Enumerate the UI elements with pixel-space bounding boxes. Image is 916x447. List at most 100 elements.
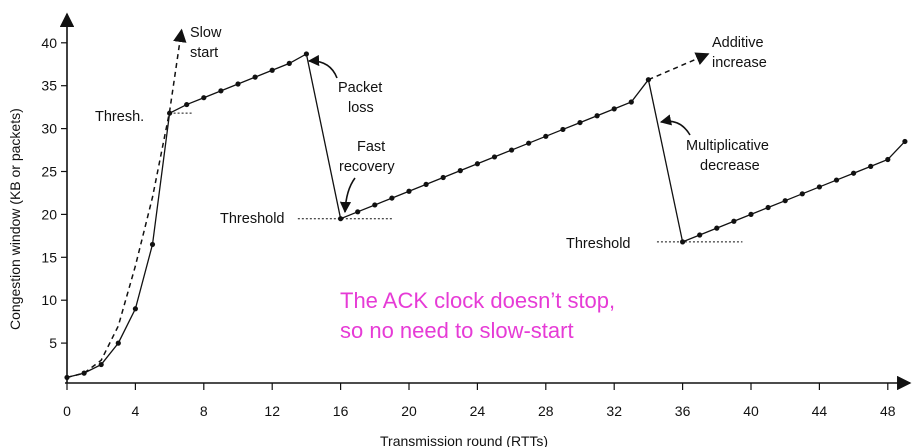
data-point [491, 154, 498, 160]
data-point [851, 170, 857, 176]
data-point [543, 133, 549, 139]
anno-threshold-1: Threshold [220, 211, 284, 227]
data-point [816, 184, 823, 190]
y-tick-label: 30 [41, 121, 57, 137]
data-point [628, 99, 634, 105]
data-point [885, 156, 891, 163]
anno-multiplicative-1: Multiplicative [686, 138, 769, 154]
y-axis-title: Congestion window (KB or packets) [7, 108, 23, 330]
fast-recovery-arrow [339, 177, 356, 214]
data-point [81, 370, 87, 376]
data-point [611, 106, 617, 112]
data-point [457, 168, 463, 174]
data-point [782, 198, 788, 204]
data-point [594, 113, 600, 119]
anno-packet-loss-1: Packet [338, 80, 382, 96]
data-point [218, 88, 224, 94]
data-point [235, 81, 241, 87]
data-point [440, 174, 446, 181]
data-point [338, 216, 344, 222]
y-tick-label: 5 [49, 335, 57, 351]
series-points [64, 51, 908, 381]
axes [59, 12, 912, 391]
series-line [66, 52, 906, 379]
packet-loss-arrow [307, 54, 338, 79]
x-tick-label: 16 [333, 403, 349, 419]
data-point [406, 188, 412, 194]
data-point [269, 67, 275, 73]
anno-packet-loss-2: loss [348, 100, 374, 116]
data-point [98, 361, 104, 368]
ack-note-line-1: The ACK clock doesn’t stop, [340, 288, 615, 313]
x-tick-label: 4 [132, 403, 140, 419]
anno-slow-start-1: Slow [190, 25, 222, 41]
y-tick-label: 40 [41, 35, 57, 51]
multiplicative-decrease-arrow [659, 114, 691, 136]
data-point [389, 195, 395, 201]
data-point [149, 241, 156, 248]
data-point [167, 110, 173, 116]
anno-threshold-2: Threshold [566, 236, 630, 252]
data-point [799, 191, 805, 197]
x-tick-label: 36 [675, 403, 691, 419]
data-point [560, 126, 566, 133]
data-point [132, 306, 138, 312]
y-tick-label: 20 [41, 206, 57, 222]
data-point [303, 51, 309, 57]
data-point [577, 119, 583, 126]
additive-increase-dashed-line [648, 52, 710, 81]
anno-multiplicative-2: decrease [700, 158, 760, 174]
data-point [526, 140, 532, 146]
data-point [474, 161, 480, 167]
data-point [765, 204, 771, 211]
y-tick-label: 25 [41, 164, 57, 180]
data-point [184, 101, 190, 108]
anno-thresh: Thresh. [95, 109, 144, 125]
data-point [355, 209, 361, 215]
y-tick-label: 35 [41, 78, 57, 94]
x-tick-label: 40 [743, 403, 759, 419]
data-point [64, 374, 70, 381]
data-point [731, 218, 737, 224]
x-tick-label: 8 [200, 403, 208, 419]
x-tick-label: 28 [538, 403, 554, 419]
x-tick-label: 24 [470, 403, 486, 419]
annotations: Slow start Thresh. Packet loss Fast reco… [95, 25, 769, 343]
data-point [509, 147, 515, 153]
x-tick-label: 0 [63, 403, 71, 419]
x-tick-label: 20 [401, 403, 417, 419]
ack-note-line-2: so no need to slow-start [340, 318, 574, 343]
x-tick-label: 32 [606, 403, 622, 419]
data-point [372, 202, 378, 208]
x-tick-label: 48 [880, 403, 896, 419]
anno-slow-start-2: start [190, 45, 218, 61]
data-point [645, 77, 652, 83]
data-point [902, 138, 908, 145]
data-point [680, 239, 686, 245]
x-tick-label: 44 [812, 403, 828, 419]
data-point [115, 340, 121, 346]
x-axis-title: Transmission round (RTTs) [380, 433, 548, 447]
annotation-arrows [307, 54, 691, 214]
y-tick-label: 10 [41, 292, 57, 308]
anno-additive-2: increase [712, 55, 767, 71]
x-tick-label: 12 [264, 403, 280, 419]
data-point [252, 74, 258, 80]
anno-fast-recovery-1: Fast [357, 139, 385, 155]
anno-fast-recovery-2: recovery [339, 159, 395, 175]
anno-additive-1: Additive [712, 35, 764, 51]
data-point [201, 95, 207, 101]
data-point [833, 177, 840, 183]
data-point [286, 60, 292, 66]
data-point [714, 225, 720, 231]
congestion-window-line [66, 52, 906, 379]
slow-start-dashed-line [66, 28, 187, 379]
data-point [748, 211, 754, 217]
data-point [868, 163, 874, 169]
data-point [423, 181, 429, 187]
data-point [697, 232, 703, 238]
y-tick-label: 15 [41, 249, 57, 265]
